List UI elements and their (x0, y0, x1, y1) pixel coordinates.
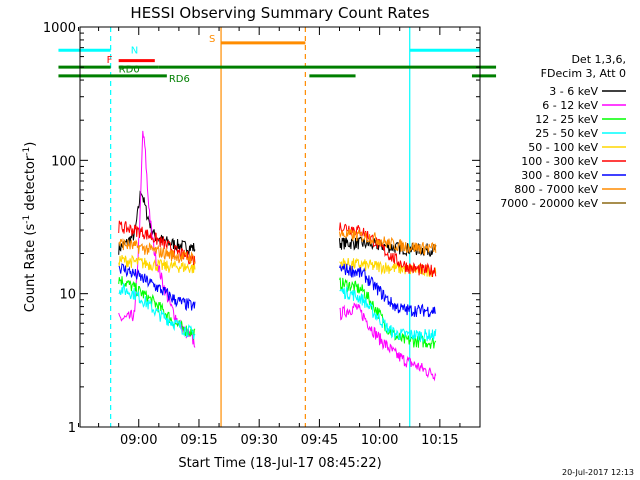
chart-title: HESSI Observing Summary Count Rates (130, 4, 429, 22)
y-tick-label-3: 1000 (43, 21, 76, 36)
series-line-6-seg2 (339, 263, 437, 318)
x-axis-label: Start Time (18-Jul-17 08:45:22) (178, 456, 381, 471)
legend-label-1: 6 - 12 keV (542, 99, 598, 112)
x-tick-label-1: 09:15 (180, 433, 217, 448)
plot-frame (79, 26, 481, 428)
x-tick-label-0: 09:00 (120, 433, 157, 448)
legend-label-3: 25 - 50 keV (535, 127, 598, 140)
legend-label-6: 300 - 800 keV (521, 169, 598, 182)
flag-label-rd6: RD6 (169, 74, 190, 85)
series-line-3-seg1 (118, 282, 196, 340)
footer-timestamp: 20-Jul-2017 12:13 (562, 468, 634, 477)
series-line-2-seg1 (118, 276, 196, 340)
time-markers (110, 27, 411, 427)
series-line-5-seg1 (118, 220, 196, 266)
series-line-2-seg2 (339, 277, 437, 349)
series-line-0-seg2 (339, 236, 437, 257)
series-line-3-seg2 (339, 286, 437, 344)
y-tick-label-0: 1 (68, 421, 76, 436)
series-line-6-seg1 (118, 263, 196, 312)
x-tick-label-2: 09:30 (240, 433, 277, 448)
legend-label-5: 100 - 300 keV (521, 155, 598, 168)
x-tick-label-3: 09:45 (301, 433, 338, 448)
series-lines (118, 130, 437, 382)
y-tick-label-1: 10 (59, 288, 76, 303)
flag-label-n: N (131, 45, 138, 56)
series-line-4-seg1 (118, 254, 196, 274)
y-tick-label-2: 100 (51, 154, 76, 169)
legend-label-8: 7000 - 20000 keV (500, 197, 598, 210)
flag-label-s: S (209, 34, 215, 45)
legend-label-7: 800 - 7000 keV (514, 183, 598, 196)
series-line-1-seg2 (339, 302, 437, 382)
flag-label-rd0: RD0 (119, 64, 140, 75)
x-tick-label-5: 10:15 (421, 433, 458, 448)
flag-label-f: F (107, 55, 113, 66)
legend-label-4: 50 - 100 keV (528, 141, 598, 154)
status-flags: N S F RD0 RD6 (58, 34, 497, 85)
series-line-7-seg2 (339, 229, 437, 256)
legend-header-line2: FDecim 3, Att 0 (541, 67, 626, 80)
legend-label-0: 3 - 6 keV (549, 85, 598, 98)
axis-ticks: 1 10 100 1000 09:00 09:15 09:30 09:45 10:00 10:15 (43, 21, 481, 448)
legend-label-2: 12 - 25 keV (535, 113, 598, 126)
legend-header-line1: Det 1,3,6, (571, 53, 626, 66)
y-axis-label: Count Rate (s-1 detector-1) (22, 142, 38, 313)
x-tick-label-4: 10:00 (361, 433, 398, 448)
series-line-7-seg1 (118, 238, 196, 265)
